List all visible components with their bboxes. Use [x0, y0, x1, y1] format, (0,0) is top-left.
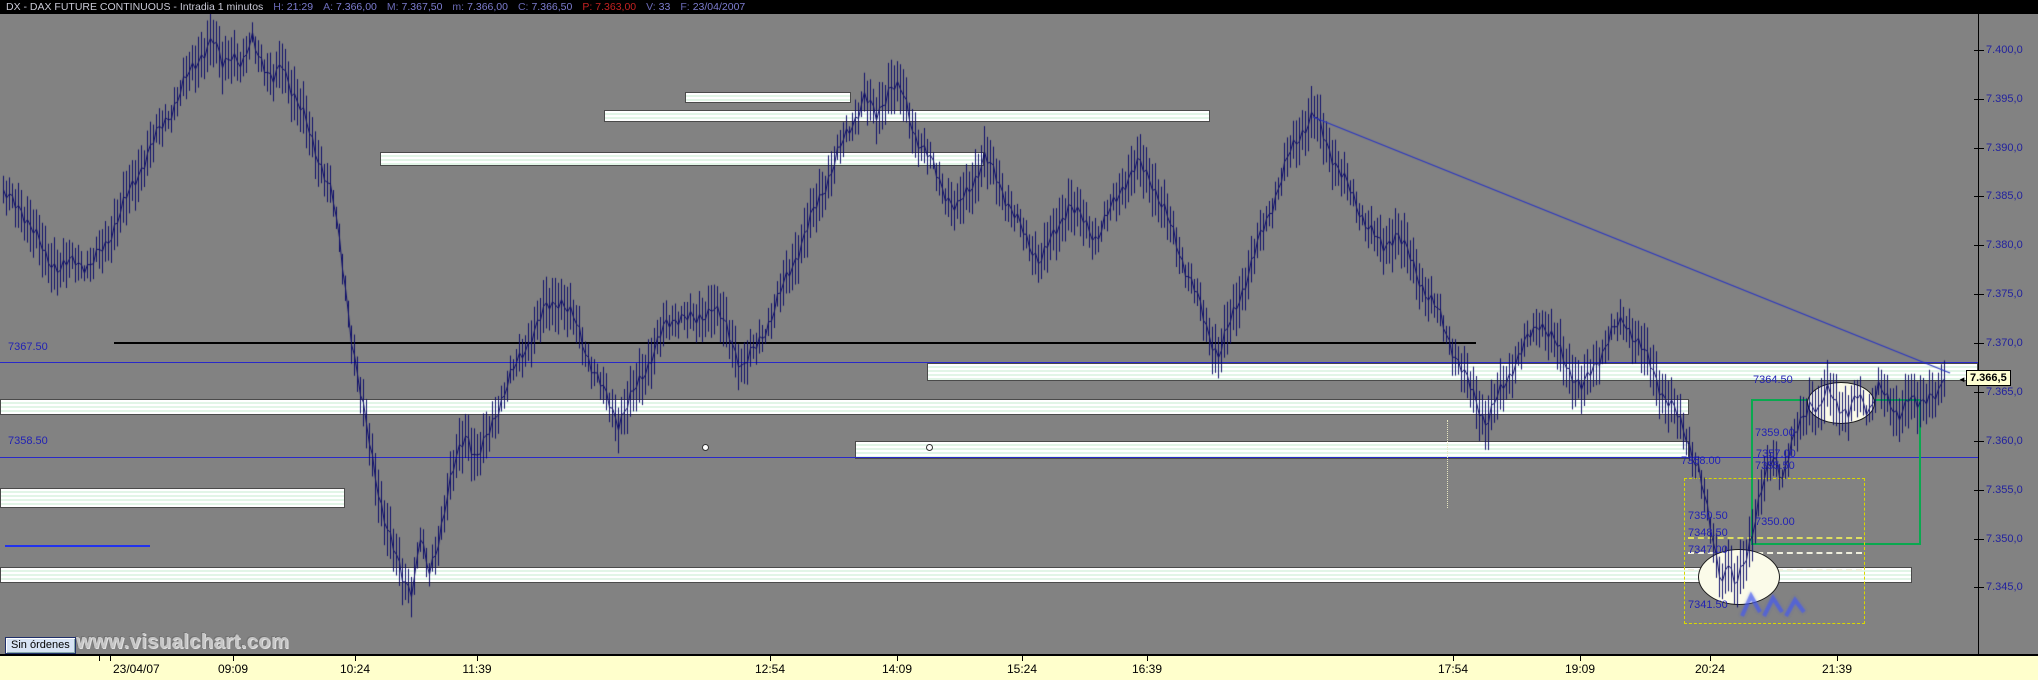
time-axis-strip[interactable] [0, 654, 2038, 680]
time-axis-tick [99, 656, 100, 661]
time-axis-label: 10:24 [339, 662, 371, 676]
time-axis-label: 11:39 [462, 662, 492, 676]
time-axis-label: 20:24 [1694, 662, 1726, 676]
quote-field: F: 23/04/2007 [680, 1, 746, 13]
price-axis-label: 7.355,0 [1986, 484, 2023, 496]
price-annotation: 7358.50 [8, 435, 48, 447]
price-axis-tick [1974, 99, 1984, 100]
time-axis-label: 15:24 [1006, 662, 1038, 676]
time-axis-tick [477, 656, 478, 661]
time-axis-tick [1147, 656, 1148, 661]
time-axis-tick [770, 656, 771, 661]
price-axis-tick [1974, 441, 1984, 442]
price-axis-tick [1974, 587, 1984, 588]
price-annotation: 7350.50 [1688, 510, 1728, 522]
price-axis-label: 7.390,0 [1986, 142, 2023, 154]
time-axis-tick [897, 656, 898, 661]
time-axis-tick [1022, 656, 1023, 661]
time-axis-label: 23/04/07 [113, 662, 160, 676]
price-axis-label: 7.375,0 [1986, 288, 2023, 300]
time-axis-label: 12:54 [754, 662, 786, 676]
price-axis-tick [1974, 50, 1984, 51]
price-axis-label: 7.345,0 [1986, 581, 2023, 593]
price-annotation: 7355.50 [1755, 460, 1795, 472]
price-axis-label: 7.400,0 [1986, 44, 2023, 56]
badge-arrow-icon: ◄ [1958, 375, 1966, 384]
time-axis-tick [355, 656, 356, 661]
time-axis-label: 16:39 [1131, 662, 1163, 676]
quote-field: M: 7.367,50 [386, 1, 443, 13]
time-axis-tick [1837, 656, 1838, 661]
price-axis-label: 7.350,0 [1986, 533, 2023, 545]
quote-field: C: 7.366,50 [517, 1, 573, 13]
visualchart-watermark: www.visualchart.com [76, 631, 290, 653]
quote-field: m: 7.366,00 [452, 1, 508, 13]
price-axis-label: 7.370,0 [1986, 337, 2023, 349]
time-axis-label: 19:09 [1564, 662, 1596, 676]
instrument-title: DX - DAX FUTURE CONTINUOUS - Intradia 1 … [6, 1, 264, 13]
price-annotation: 7341.50 [1688, 599, 1728, 611]
time-axis-tick [110, 656, 111, 661]
price-annotation: 7350.00 [1755, 516, 1795, 528]
price-axis-label: 7.365,0 [1986, 386, 2023, 398]
quote-field: V: 33 [646, 1, 671, 13]
price-annotation: 7347.00 [1688, 544, 1728, 556]
price-axis-line [1978, 14, 1979, 654]
price-axis-tick [1974, 245, 1984, 246]
quote-field: H: 21:29 [273, 1, 314, 13]
price-axis-tick [1974, 343, 1984, 344]
time-axis-label: 14:09 [881, 662, 913, 676]
price-axis-tick [1974, 196, 1984, 197]
price-annotation: 7364.50 [1753, 374, 1793, 386]
price-axis-tick [1974, 490, 1984, 491]
price-axis-tick [1974, 539, 1984, 540]
time-axis-label: 17:54 [1437, 662, 1469, 676]
title-bar: DX - DAX FUTURE CONTINUOUS - Intradia 1 … [0, 0, 2038, 14]
price-axis-tick [1974, 392, 1984, 393]
time-axis-tick [233, 656, 234, 661]
price-annotation: 7358.00 [1681, 455, 1721, 467]
price-annotation: 7367.50 [8, 341, 48, 353]
price-axis-label: 7.380,0 [1986, 239, 2023, 251]
time-axis-label: 21:39 [1821, 662, 1853, 676]
price-axis-label: 7.395,0 [1986, 93, 2023, 105]
price-axis-label: 7.385,0 [1986, 190, 2023, 202]
current-price-value: 7.366,5 [1970, 372, 2007, 384]
quote-field: A: 7.366,00 [323, 1, 377, 13]
time-axis-tick [1580, 656, 1581, 661]
time-axis-tick [1453, 656, 1454, 661]
price-axis-tick [1974, 294, 1984, 295]
time-axis-label: 09:09 [217, 662, 249, 676]
price-axis-label: 7.360,0 [1986, 435, 2023, 447]
quote-field: P: 7.363,00 [582, 1, 637, 13]
price-annotation: 7359.00 [1755, 427, 1795, 439]
price-annotation: 7348.50 [1688, 527, 1728, 539]
price-annotation: 7357.00 [1756, 448, 1796, 460]
title-bar-quote-fields: H: 21:29 A: 7.366,00 M: 7.367,50 m: 7.366,00 C: 7… [273, 1, 745, 13]
price-axis-tick [1974, 148, 1984, 149]
time-axis-tick [1710, 656, 1711, 661]
current-price-badge: ◄ 7.366,5 [1958, 370, 2011, 386]
orders-status-button[interactable]: Sin órdenes [5, 637, 76, 654]
